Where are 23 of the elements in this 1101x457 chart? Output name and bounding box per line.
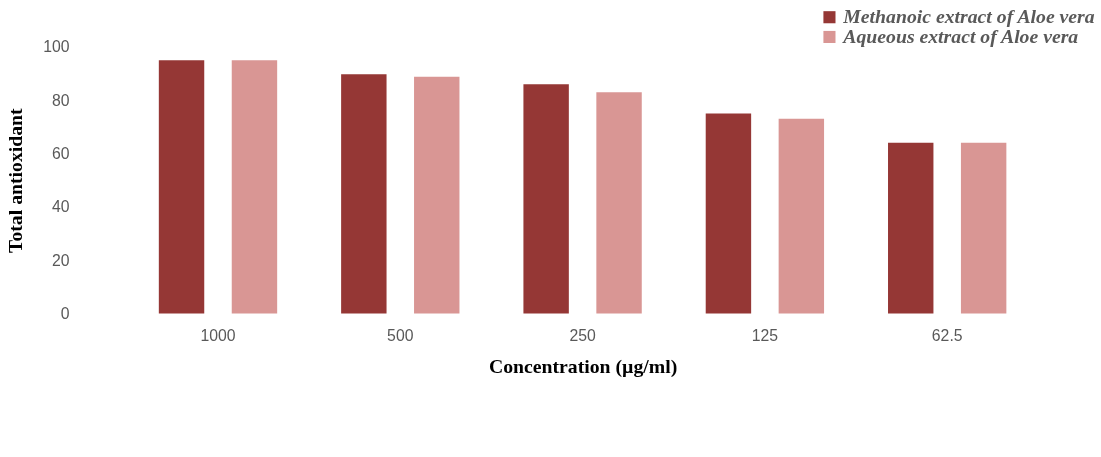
- y-tick-label: 60: [52, 144, 70, 162]
- y-tick-label: 80: [52, 91, 70, 109]
- x-tick-label: 1000: [200, 326, 236, 344]
- bar: [596, 92, 642, 314]
- x-tick-label: 500: [387, 326, 414, 344]
- bar: [341, 74, 387, 314]
- x-tick-label: 250: [569, 326, 596, 344]
- y-tick-label: 100: [43, 38, 70, 56]
- y-tick-label: 0: [60, 304, 70, 322]
- bar: [231, 60, 278, 314]
- bar: [778, 118, 825, 314]
- bar: [888, 142, 934, 314]
- x-tick-label: 62.5: [931, 326, 963, 344]
- x-axis-title: Concentration (µg/ml): [488, 355, 678, 379]
- y-axis-title: Total antioxidant: [3, 107, 26, 253]
- bar: [158, 60, 205, 314]
- x-tick-label: 125: [751, 326, 779, 344]
- bar: [960, 142, 1007, 314]
- bar: [523, 84, 569, 314]
- bar: [705, 113, 752, 314]
- bar: [414, 76, 460, 314]
- y-tick-label: 20: [52, 251, 70, 269]
- y-tick-label: 40: [52, 198, 70, 216]
